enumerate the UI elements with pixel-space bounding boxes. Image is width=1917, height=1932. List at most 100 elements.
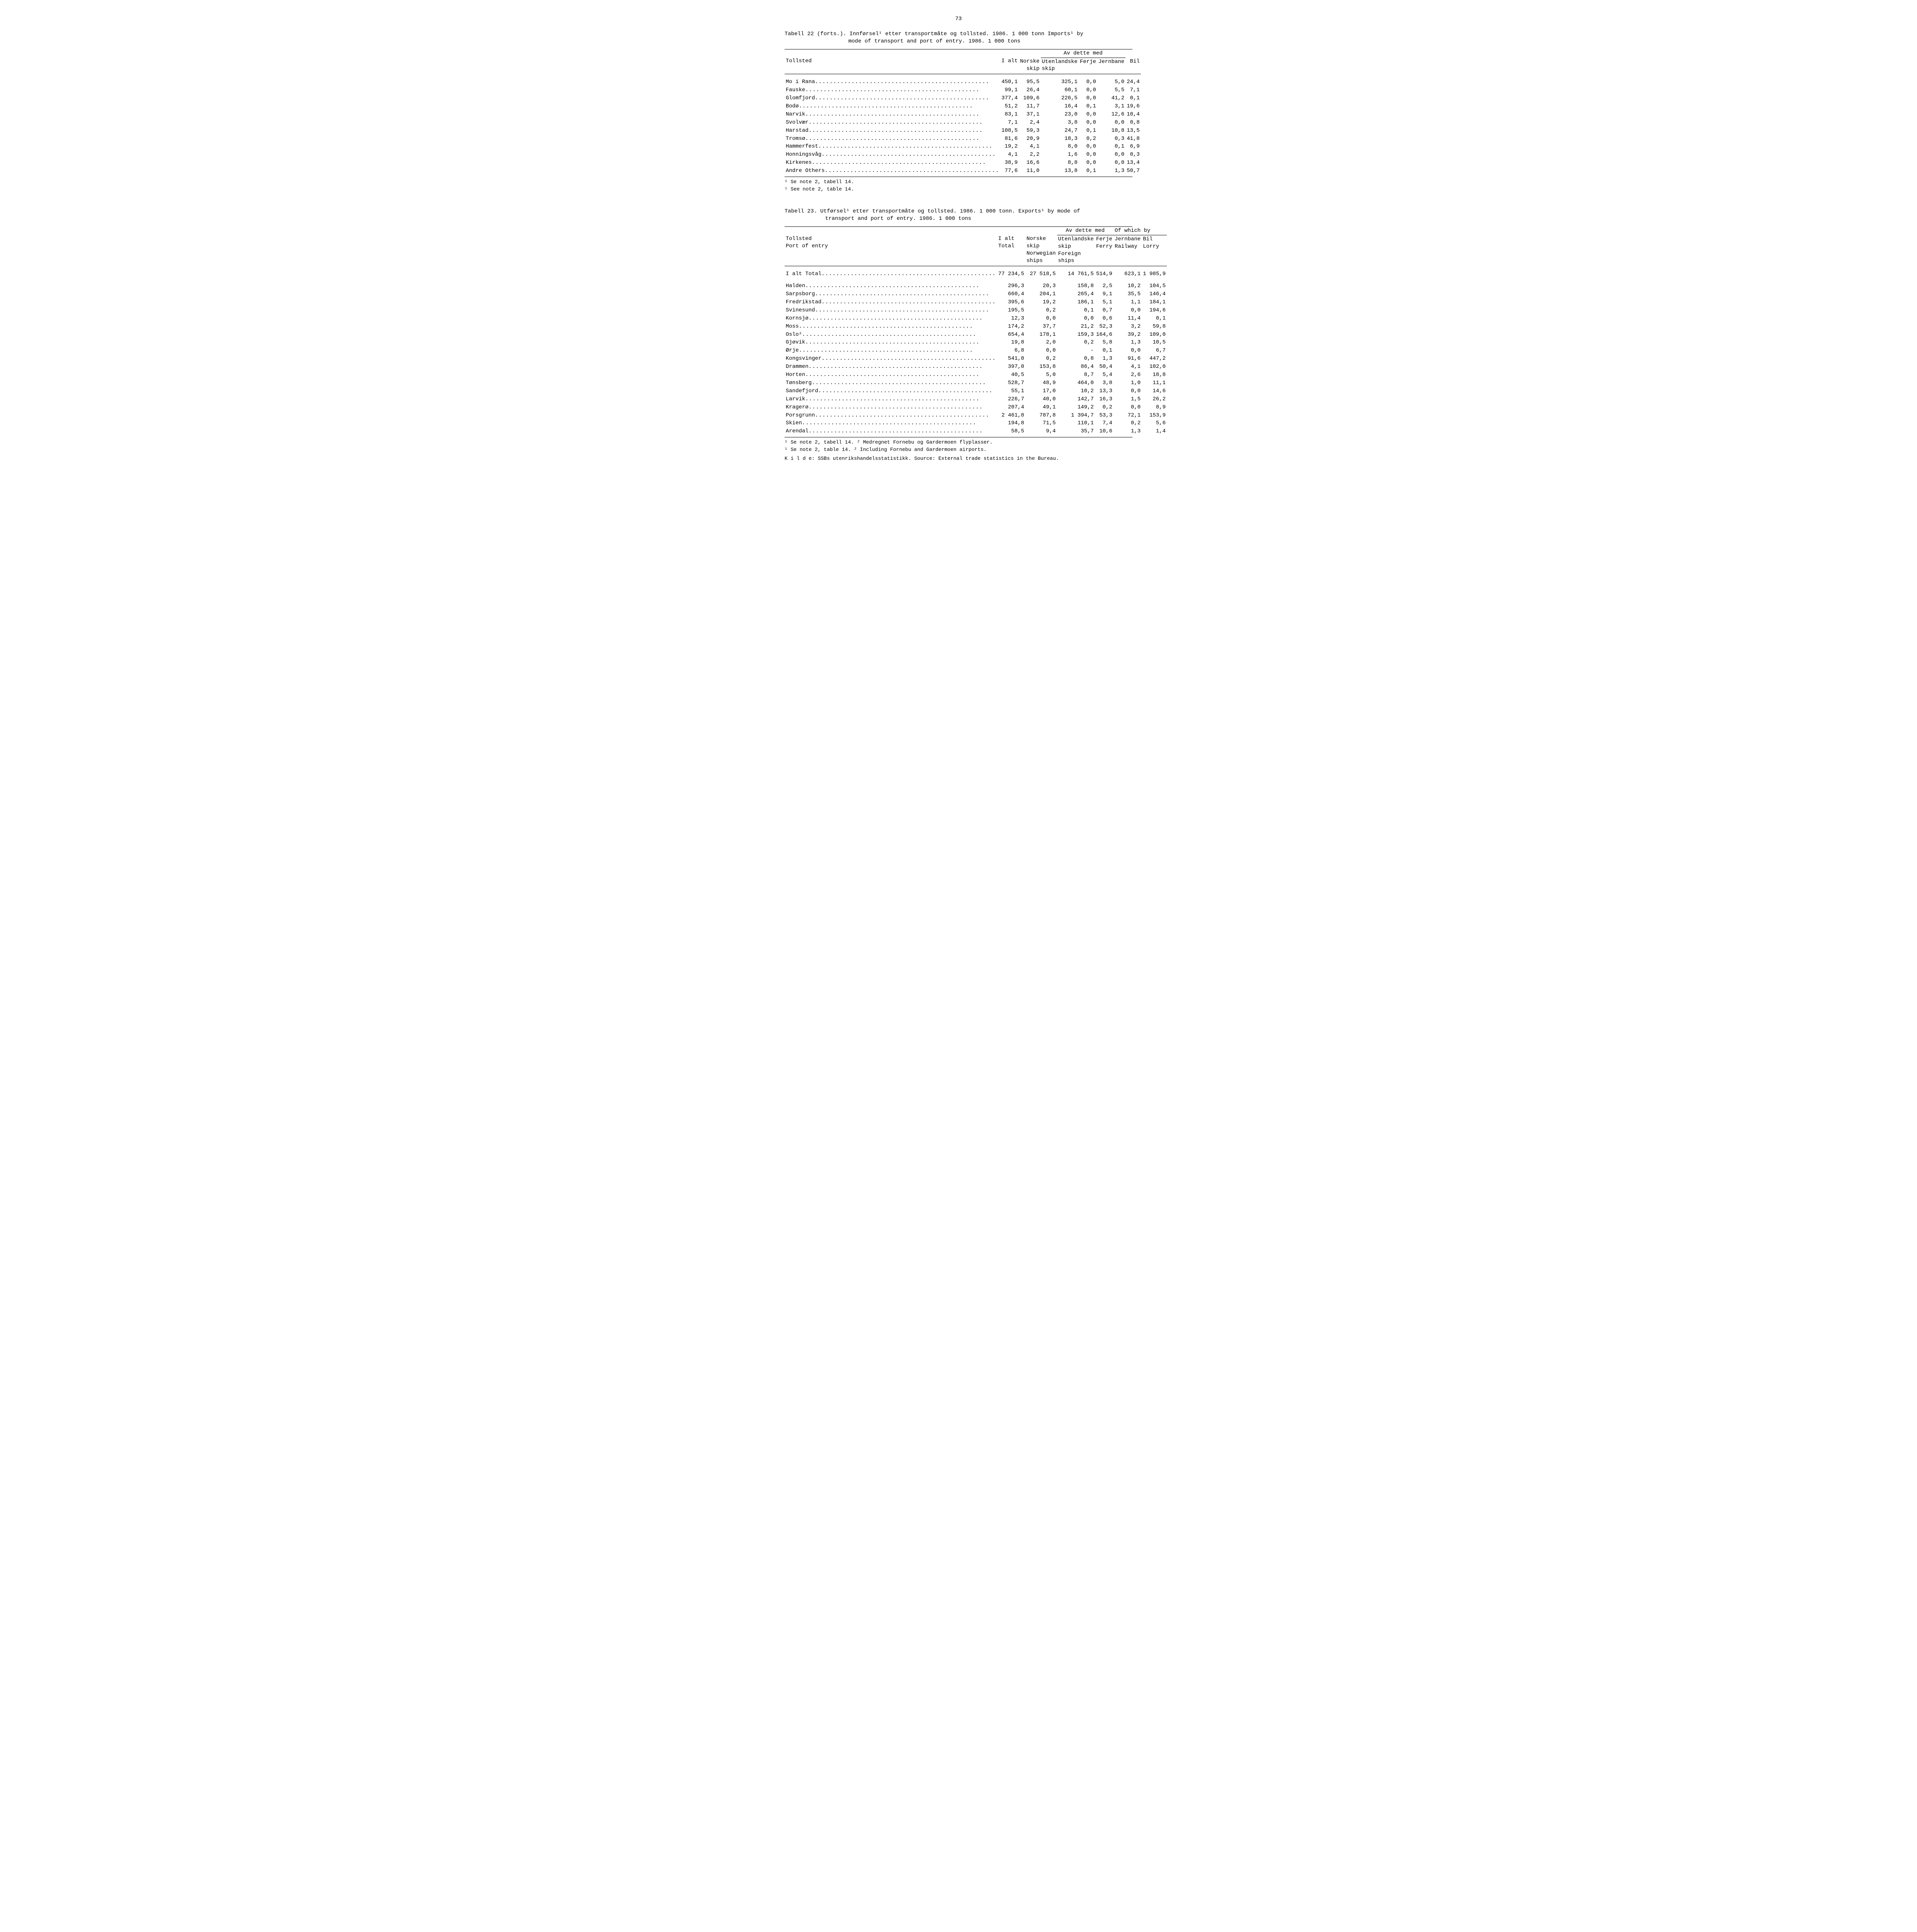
table22-caption-line1: Tabell 22 (forts.). Innførsel¹ etter tra… [785, 31, 1132, 38]
cell: 450,1 [1000, 78, 1019, 86]
cell: 178,1 [1025, 331, 1057, 339]
cell: 654,4 [997, 331, 1025, 339]
th-ferje: FerjeFerry [1095, 235, 1113, 265]
row-name: Moss ...................................… [785, 323, 997, 331]
table22: Tollsted I alt Av dette med Norskeskip U… [785, 49, 1141, 175]
cell: 91,6 [1113, 355, 1142, 363]
cell: 0,0 [1025, 315, 1057, 323]
cell: 0,0 [1097, 119, 1125, 127]
cell: 447,2 [1142, 355, 1167, 363]
cell: 174,2 [997, 323, 1025, 331]
table-row: Narvik .................................… [785, 111, 1141, 119]
row-name: Arendal ................................… [785, 427, 997, 435]
cell: 5,6 [1142, 419, 1167, 427]
cell: 16,3 [1095, 395, 1113, 403]
cell: 2,6 [1113, 371, 1142, 379]
table23-caption: Tabell 23. Utførsel¹ etter transportmåte… [785, 208, 1132, 223]
row-name: Kornsjø ................................… [785, 315, 997, 323]
th-bil: BilLorry [1142, 235, 1167, 265]
cell: 0,0 [1079, 94, 1097, 102]
cell: 9,4 [1025, 427, 1057, 435]
row-name: Ørje ...................................… [785, 347, 997, 355]
cell: 86,4 [1057, 363, 1095, 371]
row-name: I alt Total ............................… [785, 270, 997, 278]
cell: 18,8 [1142, 371, 1167, 379]
cell: 153,9 [1142, 412, 1167, 420]
cell: 81,6 [1000, 135, 1019, 143]
cell: 37,7 [1025, 323, 1057, 331]
th-ofwhich: Of which by [1113, 227, 1167, 235]
cell: 8,8 [1041, 159, 1079, 167]
cell: 207,4 [997, 403, 1025, 412]
cell: 49,1 [1025, 403, 1057, 412]
table-row: Porsgrunn ..............................… [785, 412, 1167, 420]
table-row: Bodø ...................................… [785, 102, 1141, 111]
cell: 10,5 [1142, 338, 1167, 347]
cell: 0,0 [1113, 403, 1142, 412]
cell: 186,1 [1057, 298, 1095, 306]
cell: 11,1 [1142, 379, 1167, 387]
cell: 0,1 [1079, 167, 1097, 175]
cell: 26,4 [1019, 86, 1040, 94]
cell: 3,1 [1097, 102, 1125, 111]
row-name: Honningsvåg ............................… [785, 151, 1000, 159]
cell: 48,9 [1025, 379, 1057, 387]
table23-notes: ¹ Se note 2, tabell 14. ² Medregnet Forn… [785, 439, 1132, 462]
row-name: Fauske .................................… [785, 86, 1000, 94]
cell: 1,3 [1113, 427, 1142, 435]
cell: 159,3 [1057, 331, 1095, 339]
table-row: Sarpsborg ..............................… [785, 290, 1167, 298]
cell: 164,6 [1095, 331, 1113, 339]
cell: 72,1 [1113, 412, 1142, 420]
table-row: Arendal ................................… [785, 427, 1167, 435]
cell: 660,4 [997, 290, 1025, 298]
table23-caption-line2: transport and port of entry. 1986. 1 000… [785, 215, 1132, 223]
cell: 0,1 [1142, 315, 1167, 323]
cell: 13,5 [1125, 127, 1141, 135]
row-name: Kragerø ................................… [785, 403, 997, 412]
cell: 7,1 [1125, 86, 1141, 94]
row-name: Drammen ................................… [785, 363, 997, 371]
cell: 464,0 [1057, 379, 1095, 387]
row-name: Horten .................................… [785, 371, 997, 379]
cell: 1 394,7 [1057, 412, 1095, 420]
cell: 23,0 [1041, 111, 1079, 119]
cell: 41,2 [1097, 94, 1125, 102]
table-row: Fauske .................................… [785, 86, 1141, 94]
cell: 787,8 [1025, 412, 1057, 420]
cell: 158,8 [1057, 282, 1095, 290]
cell: 37,1 [1019, 111, 1040, 119]
row-name: Sandefjord .............................… [785, 387, 997, 395]
th-utl: UtenlandskeskipForeignships [1057, 235, 1095, 265]
cell: 265,4 [1057, 290, 1095, 298]
table-row: Mo i Rana ..............................… [785, 78, 1141, 86]
cell: 0,8 [1057, 355, 1095, 363]
cell: 10,2 [1113, 282, 1142, 290]
row-name: Fredrikstad ............................… [785, 298, 997, 306]
cell: 2,5 [1095, 282, 1113, 290]
cell: 0,1 [1095, 347, 1113, 355]
table-row: Halden .................................… [785, 282, 1167, 290]
cell: 0,1 [1057, 306, 1095, 315]
cell: 194,6 [1142, 306, 1167, 315]
cell: 11,7 [1019, 102, 1040, 111]
cell: 110,1 [1057, 419, 1095, 427]
row-name: Kirkenes ...............................… [785, 159, 1000, 167]
row-name: Narvik .................................… [785, 111, 1000, 119]
cell: 11,0 [1019, 167, 1040, 175]
cell: 6,9 [1125, 143, 1141, 151]
row-name: Larvik .................................… [785, 395, 997, 403]
cell: 20,3 [1025, 282, 1057, 290]
cell: 0,6 [1095, 315, 1113, 323]
cell: 83,1 [1000, 111, 1019, 119]
cell: 10,6 [1095, 427, 1113, 435]
table-row: Honningsvåg ............................… [785, 151, 1141, 159]
row-name: Halden .................................… [785, 282, 997, 290]
th-tollsted: TollstedPort of entry [785, 235, 997, 265]
table-row: Harstad ................................… [785, 127, 1141, 135]
table22-caption-line2: mode of transport and port of entry. 198… [785, 38, 1132, 45]
cell: 1,3 [1097, 167, 1125, 175]
cell: 5,4 [1095, 371, 1113, 379]
cell: 99,1 [1000, 86, 1019, 94]
table-row: Oslo² ..................................… [785, 331, 1167, 339]
